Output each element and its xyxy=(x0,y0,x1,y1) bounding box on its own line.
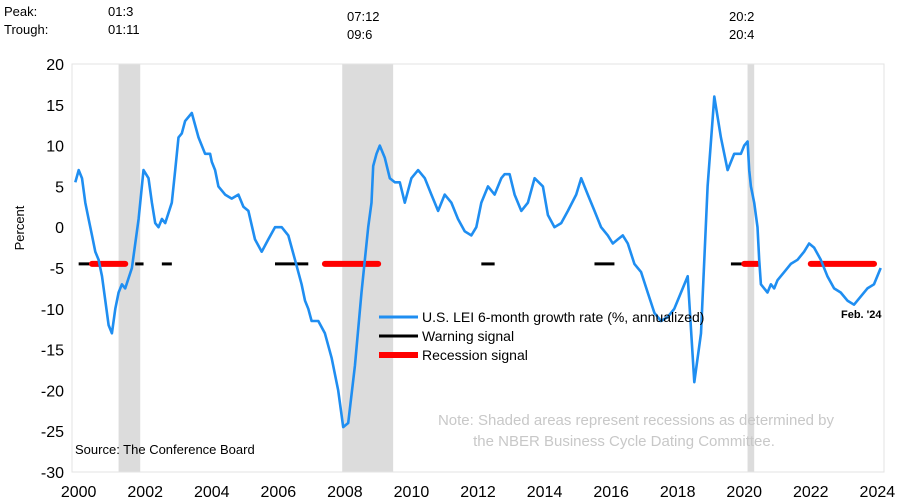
recession-shade-2 xyxy=(747,64,755,472)
axes-layer xyxy=(71,63,885,473)
y-tick-label: 10 xyxy=(46,139,64,156)
legend-label-warning: Warning signal xyxy=(422,328,514,344)
y-tick-label: 5 xyxy=(55,179,64,196)
peak-label: Peak: xyxy=(4,4,38,19)
legend-label-lei: U.S. LEI 6-month growth rate (%, annuali… xyxy=(422,309,704,325)
recession-note-line-2: the NBER Business Cycle Dating Committee… xyxy=(473,433,775,450)
recession-shade-0 xyxy=(118,64,141,472)
plot-frame xyxy=(71,63,885,473)
y-tick-label: -25 xyxy=(41,424,64,441)
x-tick-label: 2010 xyxy=(394,484,430,501)
recession-2-peak: 07:12 xyxy=(347,9,380,24)
y-tick-label: -10 xyxy=(41,302,64,319)
y-tick-label: -5 xyxy=(50,261,64,278)
lei-growth-line xyxy=(74,95,882,429)
tick-label-layer: 20 15 10 5 0 -5 -10 -15 -20 -25 -30 2000 2002 2004 200… xyxy=(41,57,895,501)
y-tick-label: -15 xyxy=(41,343,64,360)
y-tick-label: -30 xyxy=(41,465,64,482)
recession-1-peak: 01:3 xyxy=(108,4,134,19)
last-point-label: Feb. '24 xyxy=(841,309,882,321)
x-tick-label: 2000 xyxy=(61,484,97,501)
y-tick-label: 0 xyxy=(55,220,64,237)
x-tick-label: 2018 xyxy=(660,484,696,501)
y-axis-label: Percent xyxy=(12,205,27,250)
recession-1-trough: 01:11 xyxy=(108,22,140,37)
x-tick-label: 2014 xyxy=(527,484,563,501)
recession-3-trough: 20:4 xyxy=(729,27,755,42)
legend: U.S. LEI 6-month growth rate (%, annuali… xyxy=(379,309,704,363)
trough-label: Trough: xyxy=(4,22,49,37)
y-tick-label: -20 xyxy=(41,383,64,400)
recession-3-peak: 20:2 xyxy=(729,9,755,24)
x-tick-label: 2020 xyxy=(726,484,762,501)
x-tick-label: 2006 xyxy=(261,484,297,501)
line-layer xyxy=(74,95,882,429)
y-tick-label: 15 xyxy=(46,98,64,115)
recession-shading-layer xyxy=(118,64,755,472)
source-note: Source: The Conference Board xyxy=(75,442,255,457)
x-tick-label: 2022 xyxy=(793,484,829,501)
x-tick-label: 2024 xyxy=(860,484,896,501)
recession-note-line-1: Note: Shaded areas represent recessions … xyxy=(438,412,835,429)
x-tick-label: 2012 xyxy=(460,484,496,501)
x-tick-label: 2016 xyxy=(593,484,629,501)
recession-2-trough: 09:6 xyxy=(347,27,373,42)
x-tick-label: 2008 xyxy=(327,484,363,501)
y-tick-label: 20 xyxy=(46,57,64,74)
x-tick-label: 2002 xyxy=(127,484,163,501)
x-tick-label: 2004 xyxy=(194,484,230,501)
legend-label-recession: Recession signal xyxy=(422,347,528,363)
